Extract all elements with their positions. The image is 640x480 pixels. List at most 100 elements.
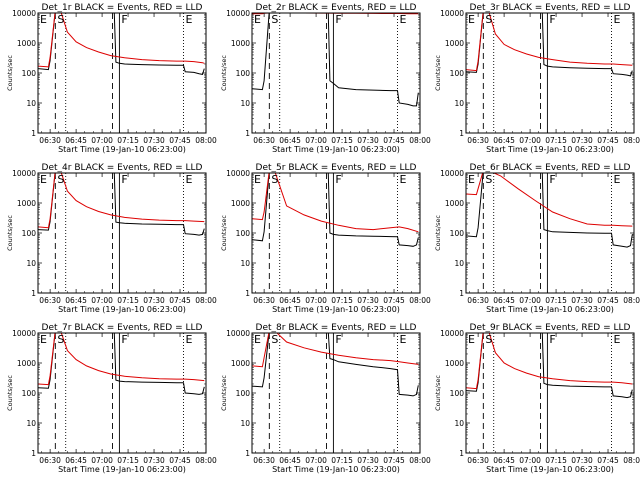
x-tick-label: 07:00 xyxy=(519,296,541,305)
phase-marker: E xyxy=(399,333,406,346)
x-tick-label: 06:30 xyxy=(253,456,275,465)
phase-marker: S xyxy=(57,173,64,186)
x-tick-label: 07:00 xyxy=(519,456,541,465)
phase-marker: E xyxy=(468,13,475,26)
y-tick-label: 10000 xyxy=(440,169,464,178)
panel-1: Det_1r BLACK = Events, RED = LLD Counts/s… xyxy=(6,3,217,154)
y-tick-label: 1000 xyxy=(445,39,464,48)
panel-title: Det_1r BLACK = Events, RED = LLD xyxy=(42,3,203,13)
x-tick-label: 08:00 xyxy=(195,456,217,465)
y-tick-label: 10 xyxy=(240,419,250,428)
phase-marker: E xyxy=(468,173,475,186)
x-tick-label: 07:15 xyxy=(331,136,353,145)
x-tick-label: 07:15 xyxy=(117,296,139,305)
y-tick-label: 100 xyxy=(450,389,465,398)
y-tick-label: 10000 xyxy=(226,169,250,178)
panel-9: Det_9r BLACK = Events, RED = LLD Counts/s… xyxy=(434,323,640,474)
y-tick-label: 10000 xyxy=(440,329,464,338)
phase-marker: E xyxy=(254,333,261,346)
phase-marker: S xyxy=(57,13,64,26)
x-tick-label: 06:45 xyxy=(65,136,87,145)
y-tick-label: 100 xyxy=(236,229,251,238)
plot-frame xyxy=(465,12,635,134)
panel-5: Det_5r BLACK = Events, RED = LLD Counts/s… xyxy=(220,163,431,314)
y-tick-label: 1 xyxy=(31,289,36,298)
phase-marker: E xyxy=(254,173,261,186)
x-tick-label: 06:30 xyxy=(39,136,61,145)
y-tick-label: 1 xyxy=(245,449,250,458)
x-tick-label: 07:30 xyxy=(143,456,165,465)
y-tick-label: 100 xyxy=(22,69,37,78)
x-tick-label: 06:30 xyxy=(467,136,489,145)
series-line-lld xyxy=(252,173,419,233)
x-tick-label: 07:15 xyxy=(331,456,353,465)
x-tick-label: 08:00 xyxy=(623,456,640,465)
phase-marker: E xyxy=(613,13,620,26)
x-tick-label: 07:30 xyxy=(571,136,593,145)
x-tick-label: 07:30 xyxy=(143,136,165,145)
series-line-lld xyxy=(38,173,205,229)
series-line-lld xyxy=(466,333,633,390)
x-tick-label: 08:00 xyxy=(623,136,640,145)
phase-marker: E xyxy=(468,333,475,346)
y-axis-label: Counts/sec xyxy=(6,375,14,411)
series-line-events xyxy=(252,13,419,107)
y-tick-label: 1000 xyxy=(445,199,464,208)
y-axis-label: Counts/sec xyxy=(220,375,228,411)
panel-title: Det_8r BLACK = Events, RED = LLD xyxy=(256,323,417,333)
y-axis-label: Counts/sec xyxy=(6,215,14,251)
x-tick-label: 07:45 xyxy=(597,296,619,305)
panel-6: Det_6r BLACK = Events, RED = LLD Counts/s… xyxy=(434,163,640,314)
y-tick-label: 10000 xyxy=(12,169,36,178)
x-tick-label: 06:30 xyxy=(253,296,275,305)
x-tick-label: 07:00 xyxy=(91,456,113,465)
x-tick-label: 06:45 xyxy=(493,296,515,305)
x-axis-label: Start Time (19-Jan-10 06:23:00) xyxy=(58,305,186,314)
plot-frame xyxy=(37,172,207,294)
phase-marker: E xyxy=(40,333,47,346)
y-tick-label: 100 xyxy=(236,69,251,78)
x-tick-label: 06:45 xyxy=(493,136,515,145)
phase-marker: S xyxy=(485,13,492,26)
phase-marker: E xyxy=(185,173,192,186)
x-tick-label: 08:00 xyxy=(195,296,217,305)
y-tick-label: 1 xyxy=(31,449,36,458)
phase-marker: S xyxy=(57,333,64,346)
x-tick-label: 08:00 xyxy=(623,296,640,305)
x-tick-label: 07:45 xyxy=(383,136,405,145)
panel-7: Det_7r BLACK = Events, RED = LLD Counts/s… xyxy=(6,323,217,474)
y-tick-label: 100 xyxy=(22,389,37,398)
panel-title: Det_9r BLACK = Events, RED = LLD xyxy=(470,323,631,333)
x-axis-label: Start Time (19-Jan-10 06:23:00) xyxy=(58,145,186,154)
series-line-events xyxy=(252,333,419,397)
x-tick-label: 07:30 xyxy=(357,456,379,465)
x-tick-label: 07:45 xyxy=(597,136,619,145)
panel-title: Det_7r BLACK = Events, RED = LLD xyxy=(42,323,203,333)
plot-frame xyxy=(37,12,207,134)
x-tick-label: 06:30 xyxy=(253,136,275,145)
x-tick-label: 07:45 xyxy=(383,456,405,465)
plot-frame xyxy=(37,332,207,454)
phase-marker: S xyxy=(271,333,278,346)
x-tick-label: 07:15 xyxy=(117,456,139,465)
x-tick-label: 07:45 xyxy=(169,136,191,145)
x-tick-label: 07:45 xyxy=(383,296,405,305)
x-tick-label: 08:00 xyxy=(409,296,431,305)
panel-3: Det_3r BLACK = Events, RED = LLD Counts/s… xyxy=(434,3,640,154)
phase-marker: E xyxy=(40,13,47,26)
y-tick-label: 1000 xyxy=(17,39,36,48)
phase-marker: E xyxy=(613,333,620,346)
y-axis-label: Counts/sec xyxy=(220,55,228,91)
y-tick-label: 1000 xyxy=(445,359,464,368)
y-tick-label: 1 xyxy=(245,289,250,298)
y-tick-label: 1000 xyxy=(231,199,250,208)
series-line-lld xyxy=(38,333,205,386)
y-axis-label: Counts/sec xyxy=(434,215,442,251)
y-tick-label: 100 xyxy=(22,229,37,238)
x-tick-label: 07:30 xyxy=(571,296,593,305)
phase-marker: S xyxy=(485,173,492,186)
phase-marker: F xyxy=(121,333,127,346)
phase-marker: E xyxy=(254,13,261,26)
y-tick-label: 10 xyxy=(240,259,250,268)
